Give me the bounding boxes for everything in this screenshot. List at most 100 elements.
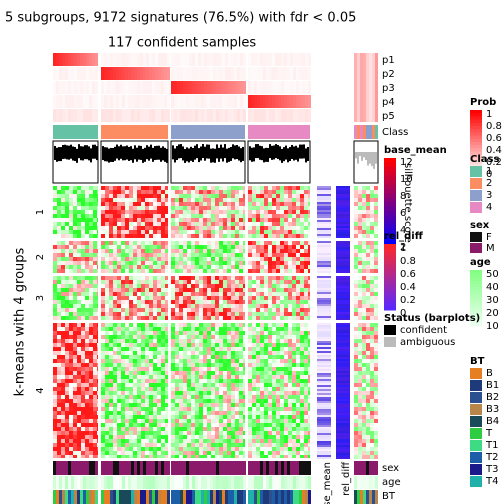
heatmap-cell bbox=[219, 316, 223, 320]
heatmap-cell bbox=[117, 253, 121, 257]
heatmap-cell bbox=[113, 383, 117, 387]
heatmap-cell bbox=[195, 230, 199, 234]
heatmap-cell bbox=[73, 292, 77, 296]
heatmap-cell bbox=[183, 427, 187, 431]
amb-heat bbox=[366, 312, 370, 316]
heatmap-cell bbox=[93, 194, 97, 198]
heatmap-cell bbox=[276, 363, 280, 367]
heatmap-cell bbox=[137, 241, 141, 245]
heatmap-cell bbox=[133, 269, 137, 273]
heatmap-cell bbox=[223, 292, 227, 296]
heatmap-cell bbox=[231, 339, 235, 343]
heatmap-cell bbox=[141, 431, 145, 435]
prob-cell bbox=[299, 95, 302, 108]
heatmap-cell bbox=[117, 296, 121, 300]
heatmap-cell bbox=[191, 419, 195, 423]
heatmap-cell bbox=[101, 296, 105, 300]
prob-cell bbox=[269, 53, 272, 66]
heatmap-cell bbox=[276, 379, 280, 383]
amb-heat bbox=[362, 234, 366, 238]
heatmap-cell bbox=[57, 451, 61, 455]
heatmap-cell bbox=[195, 190, 199, 194]
heatmap-cell bbox=[199, 206, 203, 210]
prob-cell bbox=[278, 109, 281, 122]
heatmap-cell bbox=[211, 395, 215, 399]
prob-cell bbox=[290, 81, 293, 94]
heatmap-cell bbox=[276, 451, 280, 455]
heatmap-cell bbox=[195, 257, 199, 261]
heatmap-cell bbox=[125, 399, 129, 403]
heatmap-cell bbox=[187, 343, 191, 347]
heatmap-cell bbox=[308, 443, 310, 447]
heatmap-cell bbox=[97, 214, 98, 218]
heatmap-cell bbox=[264, 407, 268, 411]
amb-class bbox=[360, 125, 363, 139]
amb-heat bbox=[370, 253, 374, 257]
heatmap-cell bbox=[101, 276, 105, 280]
heatmap-cell bbox=[129, 383, 133, 387]
silhouette-bar bbox=[64, 144, 66, 159]
heatmap-cell bbox=[97, 435, 98, 439]
heatmap-cell bbox=[280, 415, 284, 419]
heatmap-cell bbox=[300, 312, 304, 316]
heatmap-cell bbox=[195, 355, 199, 359]
heatmap-cell bbox=[65, 339, 69, 343]
heatmap-cell bbox=[248, 186, 252, 190]
heatmap-cell bbox=[141, 304, 145, 308]
amb-heat bbox=[370, 257, 374, 261]
heatmap-cell bbox=[288, 308, 292, 312]
heatmap-cell bbox=[288, 335, 292, 339]
heatmap-cell bbox=[199, 190, 203, 194]
heatmap-cell bbox=[117, 447, 121, 451]
heatmap-cell bbox=[145, 367, 149, 371]
heatmap-cell bbox=[195, 292, 199, 296]
heatmap-cell bbox=[227, 371, 231, 375]
heatmap-cell bbox=[292, 226, 296, 230]
heatmap-cell bbox=[125, 343, 129, 347]
heatmap-cell bbox=[89, 194, 93, 198]
heatmap-cell bbox=[175, 351, 179, 355]
prob-cell bbox=[53, 53, 56, 66]
heatmap-cell bbox=[272, 194, 276, 198]
prob-cell bbox=[186, 53, 189, 66]
heatmap-cell bbox=[133, 439, 137, 443]
heatmap-cell bbox=[231, 407, 235, 411]
amb-heat bbox=[354, 300, 358, 304]
heatmap-cell bbox=[187, 403, 191, 407]
prob-cell bbox=[104, 67, 107, 80]
heatmap-cell bbox=[85, 387, 89, 391]
heatmap-cell bbox=[280, 269, 284, 273]
heatmap-cell bbox=[207, 367, 211, 371]
heatmap-cell bbox=[215, 241, 219, 245]
heatmap-cell bbox=[280, 367, 284, 371]
heatmap-cell bbox=[121, 431, 125, 435]
heatmap-cell bbox=[117, 363, 121, 367]
heatmap-cell bbox=[93, 347, 97, 351]
silhouette-bar bbox=[204, 146, 206, 161]
heatmap-cell bbox=[231, 265, 235, 269]
heatmap-cell bbox=[272, 375, 276, 379]
heatmap-cell bbox=[260, 331, 264, 335]
heatmap-cell bbox=[264, 222, 268, 226]
heatmap-cell bbox=[69, 218, 73, 222]
heatmap-cell bbox=[81, 387, 85, 391]
heatmap-cell bbox=[219, 391, 223, 395]
heatmap-cell bbox=[187, 447, 191, 451]
heatmap-cell bbox=[73, 241, 77, 245]
heatmap-cell bbox=[109, 323, 113, 327]
heatmap-cell bbox=[207, 411, 211, 415]
amb-heat bbox=[374, 276, 378, 280]
heatmap-cell bbox=[203, 234, 207, 238]
heatmap-cell bbox=[207, 304, 211, 308]
heatmap-cell bbox=[113, 323, 117, 327]
heatmap-cell bbox=[304, 395, 308, 399]
heatmap-cell bbox=[223, 447, 227, 451]
heatmap-cell bbox=[268, 395, 272, 399]
heatmap-cell bbox=[199, 339, 203, 343]
heatmap-cell bbox=[304, 447, 308, 451]
heatmap-cell bbox=[149, 276, 153, 280]
heatmap-cell bbox=[117, 280, 121, 284]
heatmap-cell bbox=[215, 455, 219, 458]
heatmap-cell bbox=[276, 435, 280, 439]
heatmap-cell bbox=[121, 226, 125, 230]
